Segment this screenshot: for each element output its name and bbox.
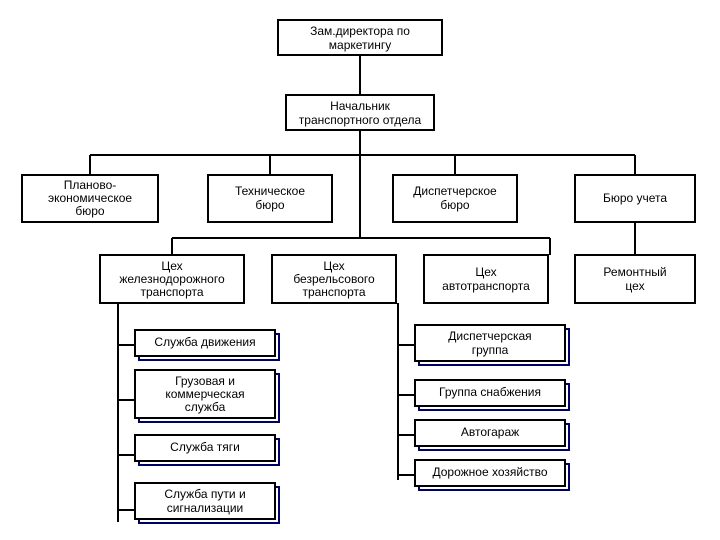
node-b4: Бюро учета: [575, 175, 695, 222]
w4-l2: цех: [625, 279, 644, 293]
g1-l2: группа: [472, 343, 509, 357]
s4-l2: сигнализации: [167, 501, 244, 515]
s2-l1: Грузовая и: [175, 374, 235, 388]
node-g3: Автогараж: [415, 420, 569, 450]
b1-l3: бюро: [75, 204, 105, 218]
w3-l2: автотранспорта: [442, 279, 530, 293]
w1-l1: Цех: [161, 259, 182, 273]
node-b3: Диспетчерское бюро: [393, 175, 517, 222]
w2-l1: Цех: [323, 259, 344, 273]
head-l1: Начальник: [330, 99, 391, 113]
w4-l1: Ремонтный: [603, 265, 666, 279]
b3-l2: бюро: [440, 198, 470, 212]
node-s4: Служба пути и сигнализации: [135, 483, 279, 523]
g1-l1: Диспетчерская: [448, 329, 531, 343]
node-g2: Группа снабжения: [415, 380, 569, 410]
node-s1: Служба движения: [135, 330, 279, 360]
node-s3: Служба тяги: [135, 435, 279, 465]
b1-l2: экономическое: [48, 191, 132, 205]
root-l1: Зам.директора по: [310, 24, 410, 38]
s2-l3: служба: [185, 400, 226, 414]
node-g4: Дорожное хозяйство: [415, 460, 569, 490]
node-head: Начальник транспортного отдела: [286, 95, 434, 130]
b2-l2: бюро: [255, 198, 285, 212]
node-w2: Цех безрельсового транспорта: [272, 255, 396, 303]
g2-l1: Группа снабжения: [439, 385, 541, 399]
root-l2: маркетингу: [329, 38, 391, 52]
g4-l1: Дорожное хозяйство: [432, 465, 547, 479]
b1-l1: Планово-: [64, 178, 117, 192]
node-b1: Планово- экономическое бюро: [22, 175, 158, 222]
b4-l1: Бюро учета: [603, 191, 667, 205]
head-l2: транспортного отдела: [299, 113, 422, 127]
s3-l1: Служба тяги: [170, 440, 240, 454]
node-w1: Цех железнодорожного транспорта: [100, 255, 244, 303]
w1-l2: железнодорожного: [119, 272, 225, 286]
b2-l1: Техническое: [235, 184, 305, 198]
b3-l1: Диспетчерское: [413, 184, 497, 198]
s1-l1: Служба движения: [154, 335, 255, 349]
node-b2: Техническое бюро: [208, 175, 332, 222]
s2-l2: коммерческая: [165, 387, 244, 401]
w2-l3: транспорта: [302, 285, 365, 299]
w2-l2: безрельсового: [293, 272, 375, 286]
node-w3: Цех автотранспорта: [424, 255, 548, 303]
node-root: Зам.директора по маркетингу: [278, 20, 442, 55]
node-s2: Грузовая и коммерческая служба: [135, 370, 279, 422]
node-g1: Диспетчерская группа: [415, 325, 569, 365]
node-w4: Ремонтный цех: [575, 255, 695, 303]
g3-l1: Автогараж: [461, 425, 519, 439]
s4-l1: Служба пути и: [164, 487, 245, 501]
w3-l1: Цех: [475, 265, 496, 279]
w1-l3: транспорта: [140, 285, 203, 299]
